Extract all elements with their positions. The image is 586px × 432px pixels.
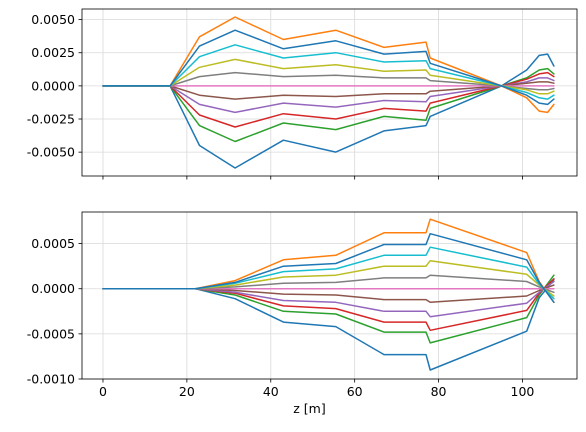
y-tick-label: 0.0000 [31,78,75,93]
panel-2: 0 20 40 60 80 100 -0.0010 -0.0005 0.0000 0.0005 z … [27,211,578,416]
series-line-2 [102,16,555,114]
axes-frame [81,8,578,177]
series-line-9 [102,58,555,95]
y-tick-label: -0.0050 [27,145,75,160]
series-line-3 [102,67,555,143]
y-tick-label: 0.0000 [31,281,75,296]
x-axis-label: z [m] [293,401,325,416]
series-line-10 [102,44,555,100]
x-tick-label: 0 [99,384,107,399]
series-line-1 [102,53,555,169]
x-tick-label: 40 [263,384,279,399]
y-tick-label: -0.0025 [27,112,75,127]
x-tick-label: 20 [179,384,195,399]
y-tick-label: 0.0050 [31,12,75,27]
y-tick-label: -0.0005 [27,326,75,341]
series-line-6 [102,81,555,100]
y-tick-label: 0.0005 [31,236,75,251]
x-tick-label: 80 [431,384,447,399]
series-line-11 [102,29,555,106]
series-line-11 [102,232,555,304]
x-tick-label: 60 [347,384,363,399]
series-line-10 [102,246,555,300]
series-line-2 [102,218,555,304]
series-line-8 [102,274,555,294]
panel-1: -0.0050 -0.0025 0.0000 0.0025 0.0050 [27,8,578,180]
y-tick-label: -0.0010 [27,372,75,387]
series-line-4 [102,71,555,128]
series-line-6 [102,284,555,304]
axes-frame [81,211,578,380]
series-line-5 [102,77,555,114]
series-line-4 [102,278,555,332]
y-tick-label: 0.0025 [31,45,75,60]
series-line-1 [102,278,555,371]
series-line-8 [102,71,555,91]
x-tick-label: 100 [511,384,535,399]
